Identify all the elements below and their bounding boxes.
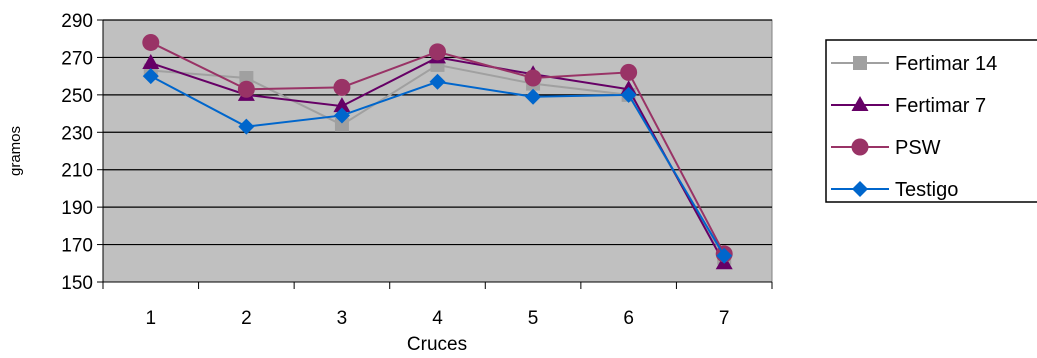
data-point [237, 80, 255, 98]
data-point [429, 73, 446, 90]
y-axis-title: gramos [7, 126, 24, 176]
axes [97, 19, 773, 289]
x-tick-label: 1 [145, 308, 156, 329]
data-point [620, 63, 638, 81]
legend-entry-fertimar-7: Fertimar 7 [831, 95, 986, 117]
y-tick-label: 250 [61, 86, 93, 107]
x-axis-title: Cruces [407, 334, 467, 355]
x-tick-label: 7 [719, 308, 730, 329]
data-point [333, 78, 351, 96]
y-tick-label: 230 [61, 123, 93, 144]
y-tick-label: 150 [61, 273, 93, 294]
x-tick-labels: 1 2 3 4 5 6 7 [145, 308, 729, 329]
legend-label: Fertimar 7 [895, 95, 986, 117]
data-point [525, 88, 542, 105]
x-tick-label: 6 [623, 308, 634, 329]
data-point [238, 118, 255, 135]
y-tick-label: 270 [61, 48, 93, 69]
y-tick-label: 190 [61, 198, 93, 219]
data-point [142, 54, 160, 70]
y-tick-label: 210 [61, 161, 93, 182]
data-point [142, 68, 159, 85]
legend-entry-fertimar-14: Fertimar 14 [831, 53, 997, 75]
y-tick-labels: 150 170 190 210 230 250 270 290 [61, 11, 93, 294]
legend-marker [851, 96, 869, 111]
data-point [333, 107, 350, 124]
legend-marker [851, 138, 869, 156]
y-tick-label: 290 [61, 11, 93, 32]
legend-entry-testigo: Testigo [831, 179, 958, 201]
data-point [620, 86, 637, 103]
series-testigo [142, 68, 733, 264]
x-tick-label: 5 [528, 308, 539, 329]
legend: Fertimar 14 Fertimar 7 PSW Testigo [825, 39, 1037, 203]
legend-entry-psw: PSW [831, 137, 941, 159]
data-point [716, 247, 733, 264]
legend-label: Testigo [895, 179, 958, 201]
legend-label: PSW [895, 137, 941, 159]
legend-label: Fertimar 14 [895, 53, 997, 75]
x-tick-label: 2 [241, 308, 252, 329]
data-point [429, 43, 446, 61]
legend-marker [852, 181, 868, 197]
y-tick-label: 170 [61, 236, 93, 257]
x-tick-label: 3 [337, 308, 348, 329]
data-point [524, 69, 542, 87]
series-group [142, 33, 733, 270]
legend-marker [853, 56, 867, 70]
data-point [142, 33, 160, 51]
data-point [333, 97, 351, 113]
x-tick-label: 4 [432, 308, 443, 329]
data-point [334, 117, 349, 132]
